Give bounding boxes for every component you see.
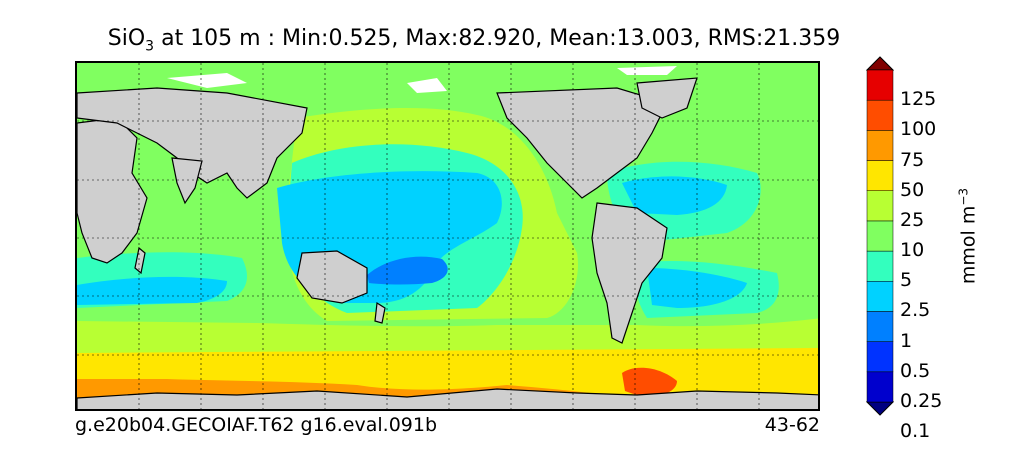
colorbar-swatch — [866, 281, 894, 312]
colorbar-tick-label: 100 — [900, 118, 937, 141]
eurasia — [77, 87, 308, 199]
colorbar-swatch — [866, 69, 894, 101]
weddell-red — [622, 367, 677, 398]
natlantic-cyan — [622, 176, 727, 215]
colorbar-unit: mmol m−3 — [956, 187, 980, 285]
new-zealand — [374, 301, 386, 324]
indian-cyan — [77, 276, 227, 305]
colorbar-swatch — [866, 99, 894, 131]
plot-title: SiO3 at 105 m : Min:0.525, Max:82.920, M… — [107, 26, 841, 55]
ocean-map — [75, 61, 820, 411]
colorbar-tick-label: 50 — [900, 178, 925, 201]
africa — [77, 117, 148, 264]
madagascar — [134, 246, 146, 275]
colorbar-swatch — [866, 160, 894, 191]
grid-lines — [77, 63, 818, 409]
colorbar-tick-label: 125 — [900, 88, 937, 111]
australia — [296, 250, 368, 304]
run-id-label: g.e20b04.GECOIAF.T62 g16.eval.091b — [75, 414, 438, 436]
colorbar-under-arrow — [866, 401, 894, 416]
colorbar-swatch — [866, 250, 894, 282]
colorbar-swatch — [866, 130, 894, 161]
colorbar-tick-label: 0.5 — [900, 359, 931, 382]
colorbar-tick-label: 2.5 — [900, 299, 931, 322]
colorbar-tick-label: 25 — [900, 208, 925, 231]
colorbar-swatch — [866, 220, 894, 252]
continents — [77, 77, 818, 409]
colorbar-swatch — [866, 341, 894, 373]
colorbar-tick-label: 75 — [900, 148, 925, 171]
colorbar-tick-label: 1 — [900, 329, 913, 352]
colorbar-tick-label: 5 — [900, 269, 913, 292]
colorbar-tick-label: 0.25 — [900, 390, 943, 412]
colorbar-swatch — [866, 371, 894, 403]
no-data-patches — [167, 66, 677, 93]
colorbar-tick-label: 0.1 — [900, 420, 931, 443]
colorbar — [866, 56, 894, 416]
greenland — [636, 77, 698, 119]
years-label: 43-62 — [764, 414, 820, 436]
antarctica — [77, 388, 818, 409]
india — [171, 157, 203, 205]
colorbar-swatch — [866, 311, 894, 342]
map-svg — [77, 63, 818, 409]
colorbar-swatch — [866, 190, 894, 222]
colorbar-over-arrow — [866, 56, 894, 71]
colorbar-tick-label: 10 — [900, 239, 925, 262]
